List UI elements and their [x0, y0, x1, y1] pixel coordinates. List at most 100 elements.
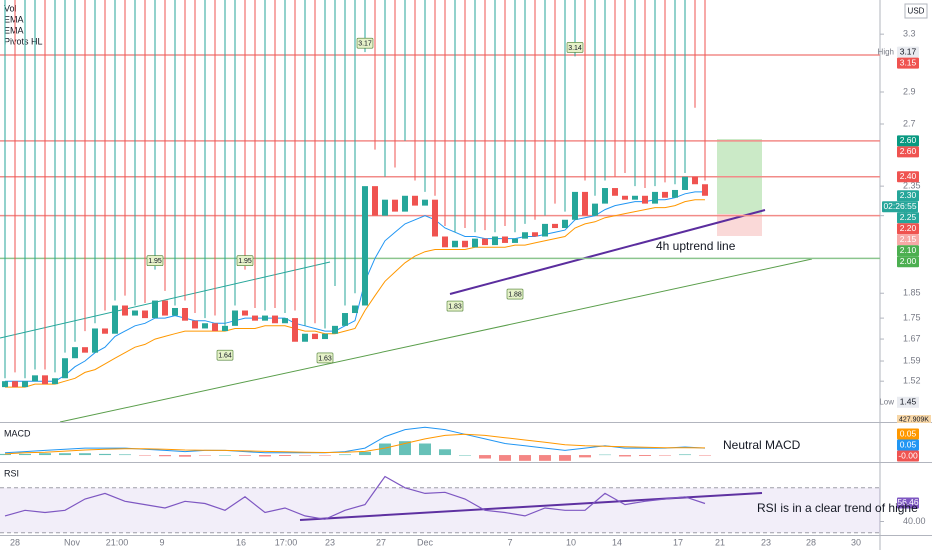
candle-body [412, 195, 418, 206]
histogram-bar [279, 455, 291, 456]
candle-body [82, 347, 88, 353]
annotation: RSI is in a clear trend of highe [757, 501, 918, 515]
histogram-bar [79, 453, 91, 456]
annotation: 4h uptrend line [656, 239, 736, 253]
x-tick-label: 21 [715, 537, 725, 547]
candle-body [622, 195, 628, 200]
y-tick-label: 40.00 [903, 516, 926, 526]
histogram-bar [359, 451, 371, 456]
price-label: 2.60 [900, 146, 917, 156]
price-label-box [897, 171, 919, 183]
histogram-bar [159, 455, 171, 457]
pivot-box [146, 255, 164, 266]
candle-body [182, 307, 188, 321]
legend-ema: EMA [4, 14, 24, 24]
histogram-bar [59, 453, 71, 456]
pivot-label: 3.14 [568, 45, 582, 52]
candle-body [172, 307, 178, 316]
price-label: 56.46 [897, 497, 919, 507]
candle-body [52, 378, 58, 385]
pivot-box [446, 300, 464, 312]
candle-body [2, 381, 8, 388]
candle-body [122, 305, 128, 316]
pivot-box [506, 288, 524, 300]
candle-body [262, 315, 268, 321]
histogram-bar [99, 453, 111, 456]
candle-body [232, 310, 238, 326]
candle-body [142, 310, 148, 319]
candle-body [562, 219, 568, 229]
price-label: 2.10 [900, 245, 917, 255]
candle-body [522, 232, 528, 239]
candle-body [582, 191, 588, 216]
price-label-box [897, 245, 919, 257]
candle-body [282, 318, 288, 324]
x-tick-label: 17:00 [275, 537, 298, 547]
histogram-bar [259, 455, 271, 457]
ema-line [5, 199, 705, 388]
candle-body [192, 320, 198, 329]
x-tick-label: 14 [612, 537, 622, 547]
x-tick-label: 23 [761, 537, 771, 547]
candle-body [612, 188, 618, 196]
candle-body [442, 236, 448, 248]
x-tick-label: 21:00 [106, 537, 129, 547]
candle-body [62, 358, 68, 379]
histogram-bar [379, 443, 391, 456]
low-label: 1.45 [900, 397, 917, 407]
candle-body [492, 236, 498, 246]
x-tick-label: 17 [673, 537, 683, 547]
histogram-bar [599, 454, 611, 456]
histogram-bar [579, 455, 591, 458]
candle-body [702, 184, 708, 196]
y-tick-label: 2.9 [903, 86, 916, 96]
candle-body [352, 305, 358, 314]
candle-body [302, 333, 308, 342]
histogram-bar [239, 455, 251, 456]
price-label: -0.00 [898, 450, 918, 460]
price-label-box [897, 146, 919, 158]
macd-title: MACD [4, 428, 31, 438]
pivot-label: 1.83 [448, 303, 462, 310]
price-label-box [897, 439, 919, 451]
histogram-bar [39, 453, 51, 456]
histogram-bar [679, 454, 691, 456]
histogram-bar [539, 455, 551, 461]
currency-box[interactable] [904, 3, 928, 19]
price-label-box [897, 256, 919, 268]
candle-body [112, 305, 118, 334]
rsi-band [0, 487, 880, 533]
x-tick-label: 16 [236, 537, 246, 547]
candle-body [242, 310, 248, 316]
price-label-box [897, 190, 919, 202]
candle-body [392, 199, 398, 212]
candle-body [552, 223, 558, 229]
pivot-box [316, 352, 334, 364]
pivot-box [216, 349, 234, 361]
candle-body [152, 300, 158, 319]
candle-body [692, 176, 698, 185]
candle-body [42, 375, 48, 385]
candle-body [372, 186, 378, 216]
pivot-label: 1.63 [318, 355, 332, 362]
candle-body [632, 195, 638, 200]
y-tick-label: 3.3 [903, 29, 916, 39]
x-tick-label: 23 [325, 537, 335, 547]
x-tick-label: 28 [806, 537, 816, 547]
candle-body [22, 381, 28, 388]
candle-body [272, 315, 278, 324]
x-tick-label: 9 [159, 537, 164, 547]
candle-body [512, 238, 518, 243]
price-label-box [897, 212, 919, 224]
x-tick-label: Nov [64, 537, 81, 547]
y-tick-label: 1.75 [903, 312, 921, 322]
legend-pivots: Pivots HL [4, 36, 43, 46]
price-label-box [882, 201, 918, 213]
pivot-box [356, 37, 374, 49]
pivot-label: 1.95 [238, 258, 252, 265]
x-tick-label: 10 [566, 537, 576, 547]
candle-body [252, 315, 258, 321]
price-label: 2.25 [900, 212, 917, 222]
y-tick-label: 2.7 [903, 118, 916, 128]
